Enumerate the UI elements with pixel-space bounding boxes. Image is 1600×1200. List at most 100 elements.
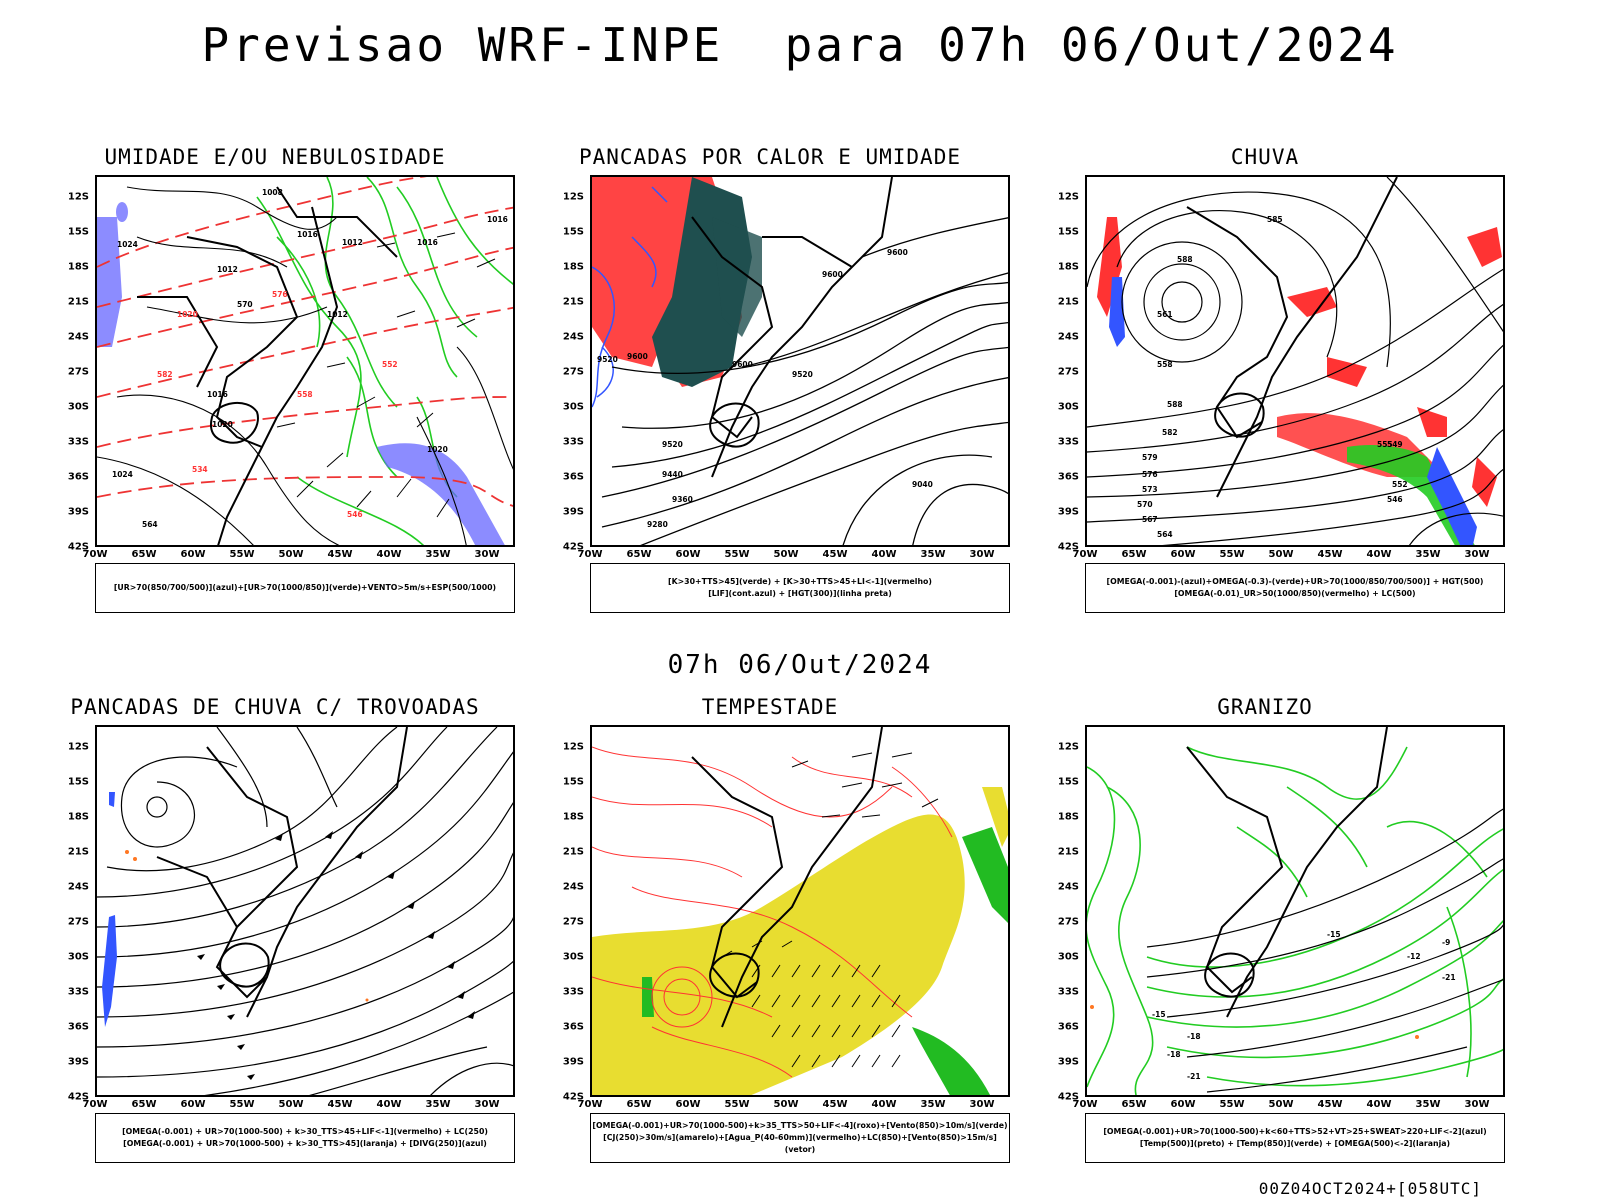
svg-text:546: 546	[1387, 495, 1403, 504]
red-dashed-thickness	[97, 177, 513, 507]
lon-tick-label: 60W	[180, 1099, 206, 1110]
svg-text:582: 582	[157, 370, 173, 379]
legend: [OMEGA(-0.001)+UR>70(1000-500)+k>35_TTS>…	[590, 1113, 1010, 1163]
lon-tick-label: 50W	[1268, 549, 1294, 560]
lon-tick-label: 30W	[969, 1099, 995, 1110]
lon-tick-label: 55W	[724, 549, 750, 560]
lon-tick-label: 60W	[1170, 549, 1196, 560]
contour-labels: 1008 1012 1016 1012 1016 1020 1024 570 5…	[112, 188, 508, 529]
svg-text:9280: 9280	[647, 520, 668, 529]
svg-text:1016: 1016	[487, 215, 508, 224]
lon-tick-label: 60W	[1170, 1099, 1196, 1110]
lon-tick-label: 30W	[474, 549, 500, 560]
lon-axis: 70W 65W 60W 55W 50W 45W 40W 35W 30W	[1073, 1097, 1505, 1111]
lon-tick-label: 30W	[1464, 1099, 1490, 1110]
lon-tick-label: 70W	[1072, 549, 1098, 560]
lon-tick-label: 35W	[425, 1099, 451, 1110]
lat-tick-label: 33S	[1057, 436, 1079, 448]
panel-title: CHUVA	[1230, 145, 1300, 169]
lat-axis: 12S 15S 18S 21S 24S 27S 30S 33S 36S 39S 42S	[1040, 725, 1085, 1103]
lat-tick-label: 36S	[562, 1021, 584, 1033]
legend-line: [OMEGA(-0.001)-(azul)+OMEGA(-0.3)-(verde…	[1106, 577, 1484, 586]
lon-tick-label: 55W	[1219, 1099, 1245, 1110]
legend-line: [LIF](cont.azul) + [HGT(300)](linha pret…	[708, 589, 892, 598]
svg-text:573: 573	[1142, 485, 1158, 494]
lat-tick-label: 39S	[67, 506, 89, 518]
lat-tick-label: 30S	[562, 951, 584, 963]
panel-umidade: UMIDADE E/OU NEBULOSIDADE 12S 15S 18S 21S 24…	[40, 145, 515, 625]
legend-line: [OMEGA(-0.01)_UR>50(1000/850)(vermelho) …	[1174, 589, 1416, 598]
map-svg	[97, 727, 513, 1095]
lon-tick-label: 30W	[1464, 549, 1490, 560]
map-chuva: 585 588 588 582 579 576 573 570 567 564 …	[1085, 175, 1505, 547]
svg-text:9520: 9520	[597, 355, 618, 364]
lat-tick-label: 21S	[1057, 846, 1079, 858]
orange-omega	[1090, 1005, 1419, 1039]
wind-vectors	[276, 232, 496, 518]
lat-tick-label: 18S	[67, 811, 89, 823]
lon-tick-label: 70W	[577, 549, 603, 560]
svg-text:9600: 9600	[887, 248, 908, 257]
svg-text:9520: 9520	[662, 440, 683, 449]
svg-text:-15: -15	[1327, 930, 1341, 939]
lat-tick-label: 15S	[562, 226, 584, 238]
blue-humidity-areas	[97, 202, 505, 545]
green-temp850	[1087, 746, 1503, 1095]
svg-text:567: 567	[1142, 515, 1158, 524]
svg-text:9360: 9360	[672, 495, 693, 504]
svg-text:-9: -9	[1442, 938, 1450, 947]
lon-tick-label: 55W	[724, 1099, 750, 1110]
svg-text:9440: 9440	[662, 470, 683, 479]
lat-tick-label: 24S	[1057, 331, 1079, 343]
lat-tick-label: 42S	[67, 1091, 89, 1103]
yellow-jet-area	[592, 787, 1008, 1095]
legend: [OMEGA(-0.001) + UR>70(1000-500) + k>30_…	[95, 1113, 515, 1163]
svg-text:579: 579	[1142, 453, 1158, 462]
lon-tick-label: 70W	[82, 1099, 108, 1110]
svg-text:9600: 9600	[627, 352, 648, 361]
lon-tick-label: 45W	[822, 1099, 848, 1110]
svg-text:-21: -21	[1442, 973, 1456, 982]
lat-tick-label: 36S	[562, 471, 584, 483]
lat-tick-label: 15S	[67, 776, 89, 788]
lon-tick-label: 40W	[1366, 1099, 1392, 1110]
hgt-contours	[1087, 177, 1503, 545]
lat-axis: 12S 15S 18S 21S 24S 27S 30S 33S 36S 39S 42S	[545, 725, 590, 1103]
lat-tick-label: 15S	[562, 776, 584, 788]
svg-text:1020: 1020	[427, 445, 448, 454]
lon-tick-label: 65W	[1121, 549, 1147, 560]
lat-tick-label: 18S	[67, 261, 89, 273]
svg-text:-21: -21	[1187, 1072, 1201, 1081]
lon-axis: 70W 65W 60W 55W 50W 45W 40W 35W 30W	[578, 547, 1010, 561]
lat-tick-label: 39S	[67, 1056, 89, 1068]
svg-text:558: 558	[297, 390, 313, 399]
lat-tick-label: 42S	[1057, 1091, 1079, 1103]
svg-text:534: 534	[192, 465, 208, 474]
lon-tick-label: 45W	[327, 549, 353, 560]
lon-tick-label: 65W	[626, 1099, 652, 1110]
map-tempestade	[590, 725, 1010, 1097]
coastline-borders	[1186, 727, 1388, 1018]
map-pancadas-calor: 9600 9600 9520 9600 9600 9520 9520 9440 …	[590, 175, 1010, 547]
lat-tick-label: 12S	[1057, 191, 1079, 203]
lat-tick-label: 33S	[1057, 986, 1079, 998]
svg-text:1020: 1020	[212, 420, 233, 429]
blue-lif-contours	[592, 186, 668, 408]
svg-text:570: 570	[237, 300, 253, 309]
lon-tick-label: 35W	[1415, 1099, 1441, 1110]
contour-labels: 585 588 588 582 579 576 573 570 567 564 …	[1137, 215, 1408, 539]
lon-axis: 70W 65W 60W 55W 50W 45W 40W 35W 30W	[83, 1097, 515, 1111]
svg-text:588: 588	[1167, 400, 1183, 409]
contour-labels: 9600 9600 9520 9600 9600 9520 9520 9440 …	[597, 248, 933, 529]
dark-teal-area	[652, 177, 762, 387]
black-temp500	[1146, 808, 1503, 1093]
main-title: Previsao WRF-INPE para 07h 06/Out/2024	[201, 18, 1399, 72]
lon-tick-label: 35W	[425, 549, 451, 560]
lat-tick-label: 12S	[562, 191, 584, 203]
lon-tick-label: 50W	[1268, 1099, 1294, 1110]
streamlines	[97, 727, 513, 1095]
lon-tick-label: 45W	[822, 549, 848, 560]
svg-text:585: 585	[1267, 215, 1283, 224]
svg-text:-15: -15	[1152, 1010, 1166, 1019]
svg-text:1012: 1012	[327, 310, 348, 319]
